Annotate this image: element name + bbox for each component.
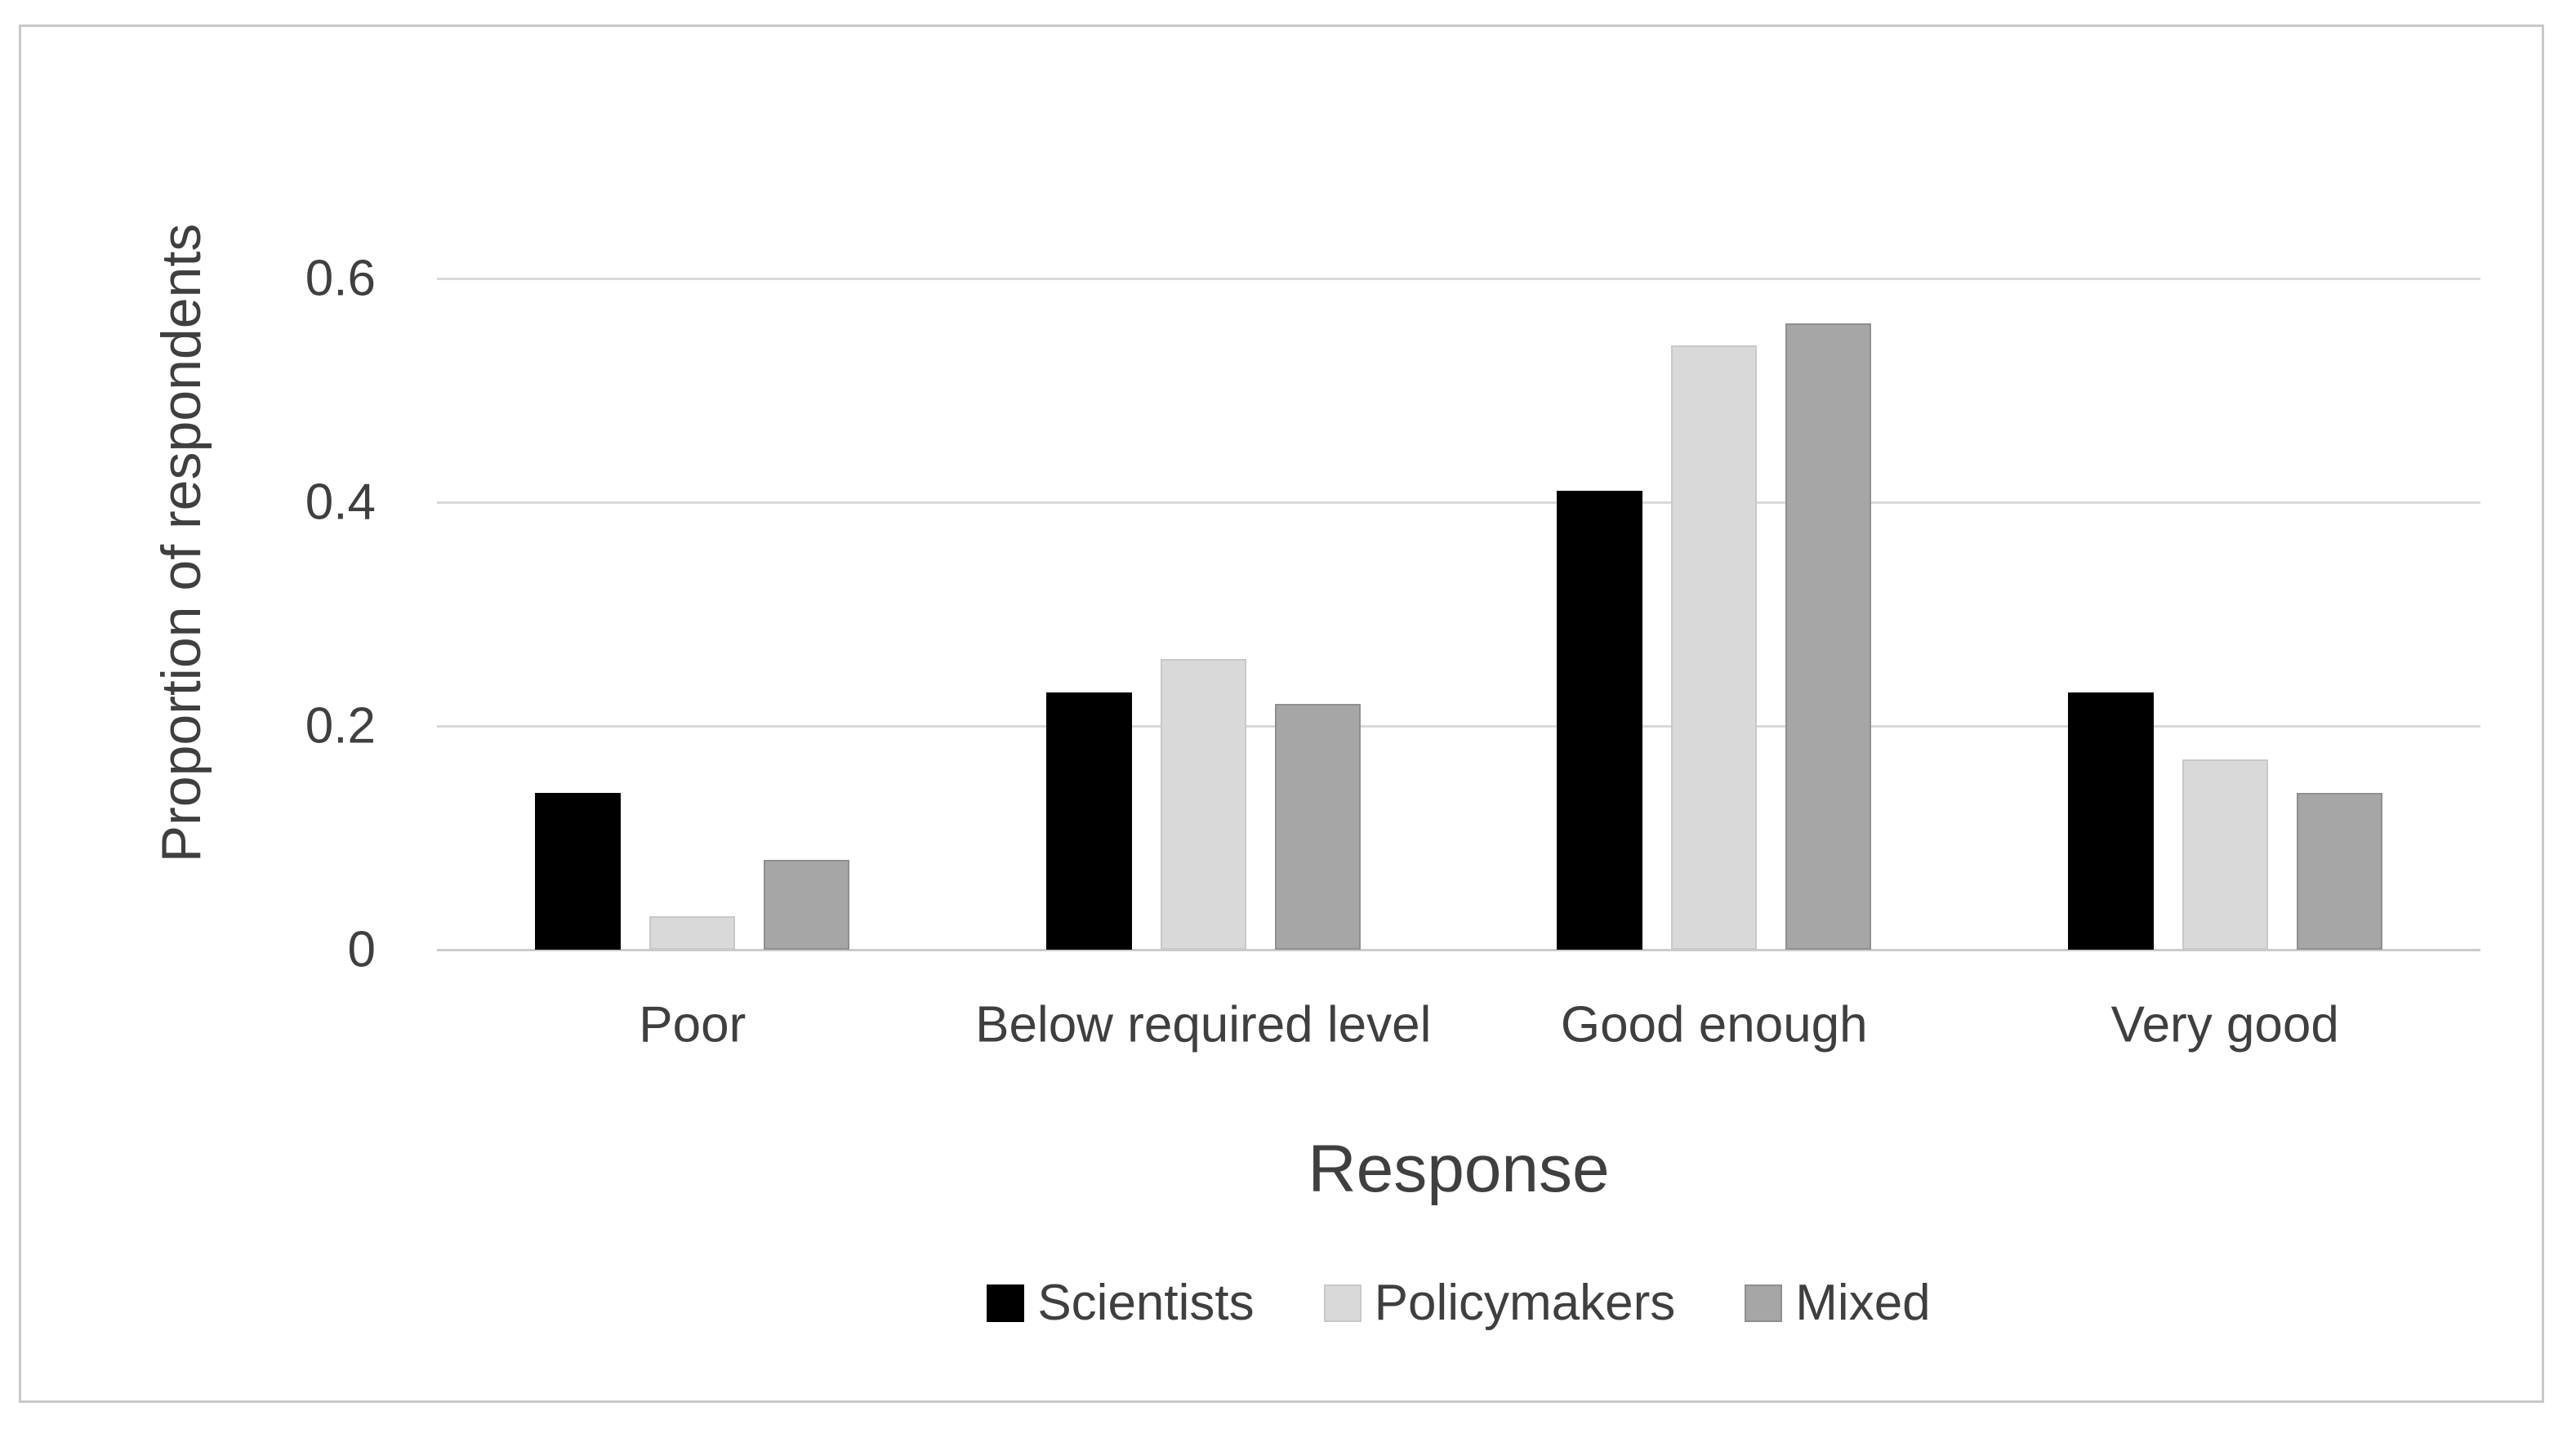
gridline	[437, 725, 2480, 728]
legend-swatch-icon	[987, 1284, 1025, 1322]
x-category-label: Below required level	[975, 996, 1432, 1053]
x-category-label: Poor	[639, 996, 747, 1053]
legend: Scientists Policymakers Mixed	[437, 1274, 2480, 1332]
x-axis-line	[437, 949, 2480, 951]
legend-item-mixed: Mixed	[1745, 1274, 1931, 1332]
bar-mixed-3	[1785, 323, 1871, 950]
x-axis-title: Response	[1308, 1132, 1610, 1206]
legend-swatch-icon	[1323, 1284, 1362, 1322]
legend-label: Mixed	[1795, 1275, 1931, 1331]
gridline	[437, 278, 2480, 280]
y-tick-label: 0	[347, 921, 376, 978]
bar-scientists-4	[2068, 692, 2154, 950]
bar-policymakers-3	[1671, 345, 1757, 950]
x-category-label: Very good	[2110, 996, 2339, 1053]
legend-item-policymakers: Policymakers	[1323, 1274, 1676, 1332]
bar-policymakers-2	[1161, 659, 1246, 950]
legend-item-scientists: Scientists	[987, 1274, 1255, 1332]
bar-mixed-1	[764, 860, 849, 950]
bar-mixed-2	[1275, 704, 1361, 950]
y-axis-title: Proportion of respondents	[150, 223, 212, 863]
x-category-label: Good enough	[1560, 996, 1868, 1053]
legend-swatch-icon	[1745, 1284, 1783, 1322]
legend-label: Policymakers	[1374, 1275, 1676, 1331]
gridline	[437, 501, 2480, 504]
figure-border	[19, 24, 2544, 1403]
bar-scientists-3	[1557, 491, 1642, 950]
bar-mixed-4	[2297, 793, 2382, 950]
bar-policymakers-1	[649, 916, 735, 950]
y-tick-label: 0.6	[305, 250, 376, 307]
legend-label: Scientists	[1037, 1275, 1255, 1331]
y-tick-label: 0.4	[305, 474, 376, 531]
bar-policymakers-4	[2182, 759, 2268, 950]
bar-scientists-2	[1046, 692, 1132, 950]
y-tick-label: 0.2	[305, 697, 376, 755]
bar-scientists-1	[535, 793, 621, 950]
